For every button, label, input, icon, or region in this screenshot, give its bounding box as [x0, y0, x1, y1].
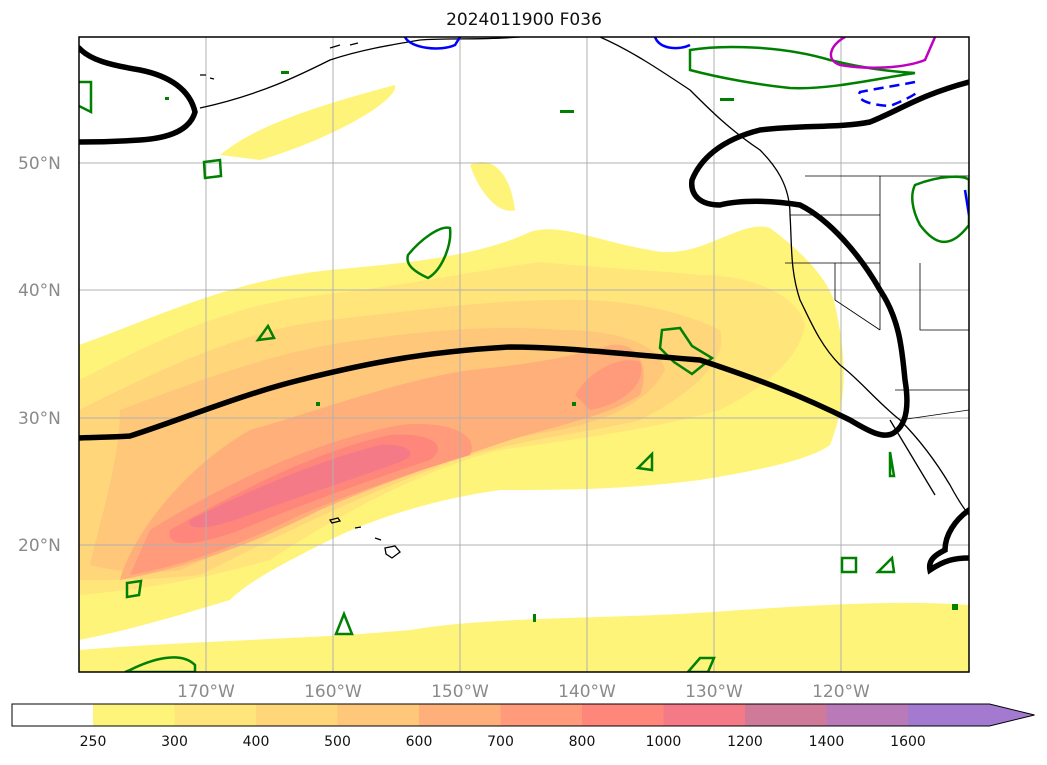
green-contour-small-2: [658, 326, 715, 376]
colorbar-cell: [745, 704, 827, 726]
blue-contour-3: [857, 80, 921, 108]
colorbar-tick-label: 400: [243, 734, 270, 750]
colorbar-cell: [663, 704, 745, 726]
colorbar-cell: [256, 704, 338, 726]
black-contour-northwest: [79, 45, 198, 145]
map-area: [79, 37, 969, 672]
blue-contour-2: [653, 37, 691, 50]
green-contour-small-1: [202, 158, 223, 180]
green-dot-6: [316, 402, 320, 406]
magenta-contour-1: [829, 37, 937, 69]
colorbar-cell: [582, 704, 664, 726]
coastlines: [199, 37, 969, 559]
colorbar-cell: [500, 704, 582, 726]
colorbar-labels: 250 300 400 500 600 700 800 1000 1200 1400 1600: [80, 734, 926, 750]
green-contour-small-5: [125, 579, 143, 599]
map-frame: [78, 36, 970, 673]
lon-label-130w: 130°W: [685, 682, 743, 702]
colorbar-tick-label: 600: [406, 734, 433, 750]
green-contour-small-8: [686, 656, 716, 672]
magenta-contours: [829, 37, 937, 69]
colorbar-tick-label: 700: [487, 734, 514, 750]
baja-coast: [889, 419, 936, 496]
ivt-band-250-south: [79, 602, 969, 672]
green-dot-5: [533, 614, 536, 622]
green-contour-west-edge: [79, 80, 93, 115]
ivt-band-250-north: [220, 85, 396, 160]
colorbar-tick-label: 250: [80, 734, 107, 750]
north-america-coast: [599, 37, 969, 516]
colorbar-cell: [93, 704, 175, 726]
black-contour-southeast: [926, 507, 969, 575]
lon-label-120w: 120°W: [812, 682, 870, 702]
green-contour-alaska: [688, 45, 916, 90]
green-contour-pacnw: [911, 175, 969, 244]
green-dot-7: [572, 402, 576, 406]
colorbar-cell: [908, 704, 990, 726]
colorbar-outline: [11, 703, 1035, 727]
ivt-core-east: [575, 360, 642, 410]
green-contours: [79, 45, 969, 672]
colorbar: 250 300 400 500 600 700 800 1000 1200 1400 1600: [11, 703, 1035, 750]
lat-label-20n: 20°N: [18, 536, 61, 556]
aleutian-islands: [200, 42, 359, 80]
black-contour-main: [79, 79, 969, 441]
green-contour-small-10: [874, 555, 896, 574]
green-contour-small-11: [888, 451, 896, 478]
lat-label-40n: 40°N: [18, 281, 61, 301]
colorbar-tick-label: 300: [161, 734, 188, 750]
map-title: 2024011900 F036: [446, 10, 602, 30]
green-dot-1: [165, 97, 169, 100]
alaska-coast: [199, 37, 521, 109]
colorbar-cell: [12, 704, 93, 726]
green-dot-8: [952, 604, 958, 610]
ivt-band-1000: [189, 444, 411, 528]
blue-contour-1: [403, 37, 462, 50]
state-borders: [785, 176, 969, 421]
lon-label-160w: 160°W: [304, 682, 362, 702]
green-contour-small-9: [840, 556, 858, 574]
small-green-dots: [165, 71, 958, 622]
graticule: [79, 37, 969, 672]
green-dot-2: [281, 71, 289, 74]
colorbar-extend-arrow: [989, 704, 1035, 726]
green-contour-small-7: [124, 656, 197, 672]
black-contours: [79, 45, 969, 575]
lat-label-50n: 50°N: [18, 154, 61, 174]
green-dot-4: [720, 98, 734, 101]
lat-label-30n: 30°N: [18, 409, 61, 429]
green-contour-mid: [406, 226, 452, 280]
political-borders: [785, 175, 969, 421]
green-contour-small-3: [255, 323, 276, 342]
green-contour-small-6: [334, 610, 354, 636]
colorbar-cell: [826, 704, 908, 726]
colorbar-cell: [419, 704, 501, 726]
colorbar-cells: [11, 703, 1035, 727]
colorbar-tick-label: 1000: [646, 734, 682, 750]
lon-label-150w: 150°W: [431, 682, 489, 702]
colorbar-tick-label: 500: [324, 734, 351, 750]
lon-label-140w: 140°W: [558, 682, 616, 702]
ivt-blob-north: [470, 162, 515, 211]
colorbar-tick-label: 1200: [727, 734, 763, 750]
green-dot-3: [560, 110, 574, 113]
colorbar-tick-label: 800: [569, 734, 596, 750]
green-contour-small-4: [635, 450, 654, 472]
lon-label-170w: 170°W: [177, 682, 235, 702]
colorbar-tick-label: 1600: [890, 734, 926, 750]
colorbar-cell: [174, 704, 256, 726]
hawaii-islands: [328, 517, 401, 559]
colorbar-cell: [337, 704, 419, 726]
colorbar-tick-label: 1400: [809, 734, 845, 750]
